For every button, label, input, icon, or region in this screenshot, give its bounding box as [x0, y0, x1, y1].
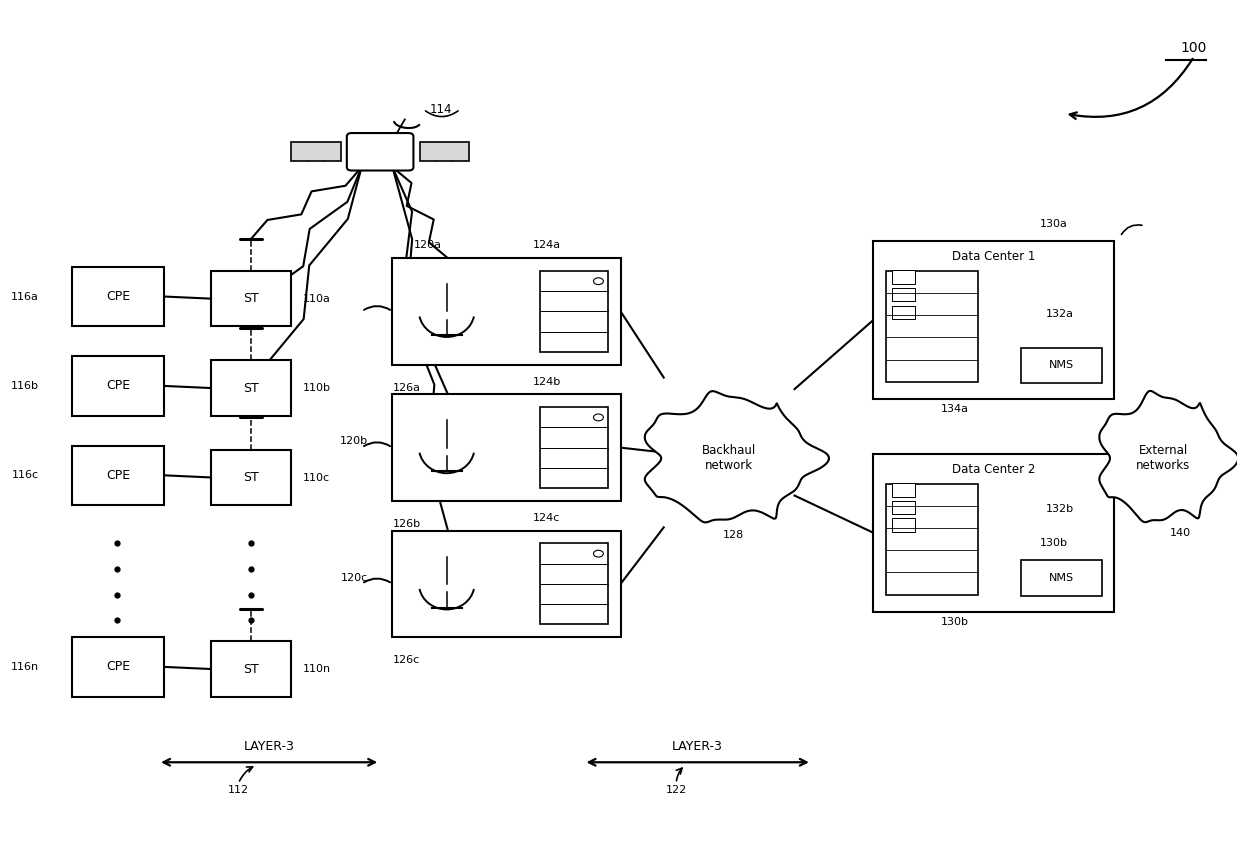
FancyBboxPatch shape — [873, 241, 1114, 399]
Text: 116b: 116b — [10, 381, 38, 391]
FancyBboxPatch shape — [541, 271, 609, 352]
Text: 126b: 126b — [393, 518, 420, 529]
Text: 110a: 110a — [303, 294, 330, 304]
Text: 134a: 134a — [941, 404, 970, 414]
Text: 130b: 130b — [1040, 538, 1068, 548]
Text: Backhaul
network: Backhaul network — [702, 444, 756, 472]
Text: 124b: 124b — [532, 377, 560, 387]
FancyBboxPatch shape — [873, 454, 1114, 612]
FancyBboxPatch shape — [72, 446, 165, 505]
FancyBboxPatch shape — [892, 288, 915, 302]
Text: 116a: 116a — [11, 291, 38, 302]
FancyBboxPatch shape — [211, 271, 291, 327]
Text: 122: 122 — [666, 785, 687, 795]
Text: ST: ST — [243, 662, 259, 675]
FancyBboxPatch shape — [885, 484, 978, 595]
Polygon shape — [645, 391, 828, 523]
Text: 112: 112 — [228, 785, 249, 795]
FancyBboxPatch shape — [892, 306, 915, 319]
Text: CPE: CPE — [105, 661, 130, 674]
FancyBboxPatch shape — [291, 142, 341, 161]
Text: ST: ST — [243, 471, 259, 484]
Text: CPE: CPE — [105, 380, 130, 393]
FancyBboxPatch shape — [393, 530, 620, 637]
Text: 110n: 110n — [303, 664, 331, 674]
FancyBboxPatch shape — [211, 641, 291, 697]
Text: 128: 128 — [723, 530, 744, 540]
Text: NMS: NMS — [1049, 361, 1074, 370]
Text: 140: 140 — [1169, 528, 1190, 538]
FancyBboxPatch shape — [1022, 348, 1101, 383]
Text: LAYER-3: LAYER-3 — [672, 740, 723, 753]
Text: 126a: 126a — [393, 382, 420, 393]
FancyBboxPatch shape — [892, 518, 915, 531]
Text: CPE: CPE — [105, 290, 130, 303]
FancyBboxPatch shape — [72, 357, 165, 416]
FancyBboxPatch shape — [72, 267, 165, 327]
Circle shape — [594, 550, 604, 557]
Text: LAYER-3: LAYER-3 — [244, 740, 295, 753]
Text: 120c: 120c — [341, 572, 368, 583]
Text: 114: 114 — [429, 103, 451, 116]
FancyBboxPatch shape — [892, 271, 915, 284]
FancyBboxPatch shape — [892, 483, 915, 496]
Text: External
networks: External networks — [1136, 444, 1190, 472]
Text: 130a: 130a — [1040, 219, 1068, 229]
FancyBboxPatch shape — [211, 361, 291, 416]
Text: 120b: 120b — [340, 436, 368, 446]
Text: 110c: 110c — [303, 473, 330, 482]
FancyBboxPatch shape — [347, 133, 413, 171]
Text: 110b: 110b — [303, 383, 330, 393]
FancyBboxPatch shape — [885, 271, 978, 381]
Text: Data Center 1: Data Center 1 — [952, 250, 1035, 263]
Text: 124a: 124a — [532, 241, 560, 250]
FancyBboxPatch shape — [211, 450, 291, 505]
Circle shape — [594, 278, 604, 285]
FancyBboxPatch shape — [419, 142, 469, 161]
Text: 130b: 130b — [941, 617, 970, 626]
Text: CPE: CPE — [105, 469, 130, 482]
FancyBboxPatch shape — [1022, 560, 1101, 596]
Circle shape — [594, 414, 604, 421]
Text: Data Center 2: Data Center 2 — [952, 463, 1035, 476]
Text: ST: ST — [243, 381, 259, 394]
Text: ST: ST — [243, 292, 259, 305]
Text: 124c: 124c — [533, 512, 560, 523]
Text: NMS: NMS — [1049, 573, 1074, 584]
Text: 120a: 120a — [414, 241, 441, 250]
FancyBboxPatch shape — [541, 407, 609, 488]
Text: 116c: 116c — [11, 470, 38, 480]
FancyBboxPatch shape — [393, 394, 620, 500]
FancyBboxPatch shape — [541, 543, 609, 625]
FancyBboxPatch shape — [72, 637, 165, 697]
FancyBboxPatch shape — [393, 258, 620, 364]
FancyBboxPatch shape — [892, 500, 915, 514]
Text: 100: 100 — [1180, 41, 1207, 55]
Polygon shape — [1100, 391, 1239, 522]
Text: 132a: 132a — [1047, 309, 1074, 319]
Text: 116n: 116n — [10, 662, 38, 672]
Text: 126c: 126c — [393, 655, 419, 665]
Text: 132b: 132b — [1047, 505, 1074, 514]
